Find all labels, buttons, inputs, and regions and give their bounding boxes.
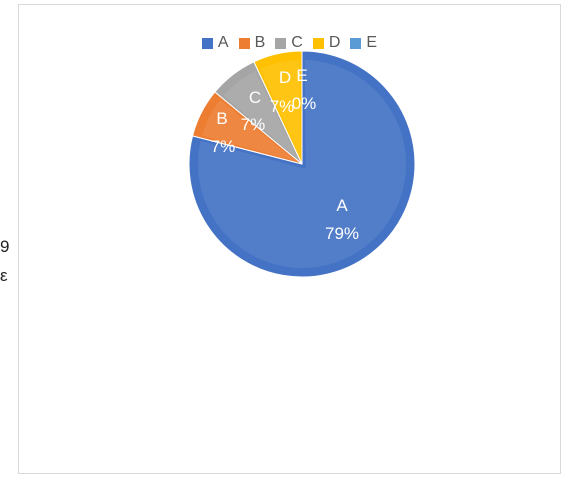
data-label-category-e: E (296, 66, 307, 85)
legend-swatch-d (312, 37, 324, 49)
legend-swatch-b (238, 37, 250, 49)
data-label-percent-a: 79% (325, 224, 359, 243)
legend-item-b: B (238, 34, 266, 52)
pie-slice-a (188, 50, 416, 278)
pie-slice-d (253, 50, 303, 165)
pie-slice-highlight-a (197, 60, 407, 268)
side-text-line-1: 9 (0, 237, 10, 256)
data-label-category-c: C (249, 88, 261, 107)
legend-label-d: D (328, 34, 341, 51)
legend-label-b: B (254, 34, 266, 51)
legend-item-a: A (201, 34, 229, 52)
legend-swatch-e (350, 37, 362, 49)
data-label-percent-e: 0% (292, 94, 317, 113)
pie-chart: A79%B7%C7%D7%E0% (188, 50, 416, 278)
pie-slice-highlight-d (260, 60, 301, 159)
data-label-category-a: A (336, 196, 348, 215)
side-text-line-2: ε (0, 266, 8, 285)
data-label-percent-b: 7% (211, 137, 236, 156)
legend-swatch-c (275, 37, 287, 49)
data-label-category-b: B (216, 109, 227, 128)
legend-label-e: E (366, 34, 378, 51)
legend-item-e: E (350, 34, 377, 52)
pie-slice-highlight-b (201, 99, 297, 162)
legend-swatch-a (201, 37, 213, 49)
legend-label-a: A (217, 34, 229, 51)
legend-item-c: C (275, 34, 303, 52)
legend-item-d: D (312, 34, 341, 52)
data-label-percent-c: 7% (241, 115, 266, 134)
data-label-percent-d: 7% (270, 97, 295, 116)
pie-slice-highlight-c (223, 71, 299, 160)
chart-legend: A B C D E (19, 31, 560, 55)
legend-label-c: C (291, 34, 303, 51)
data-label-category-d: D (279, 68, 291, 87)
